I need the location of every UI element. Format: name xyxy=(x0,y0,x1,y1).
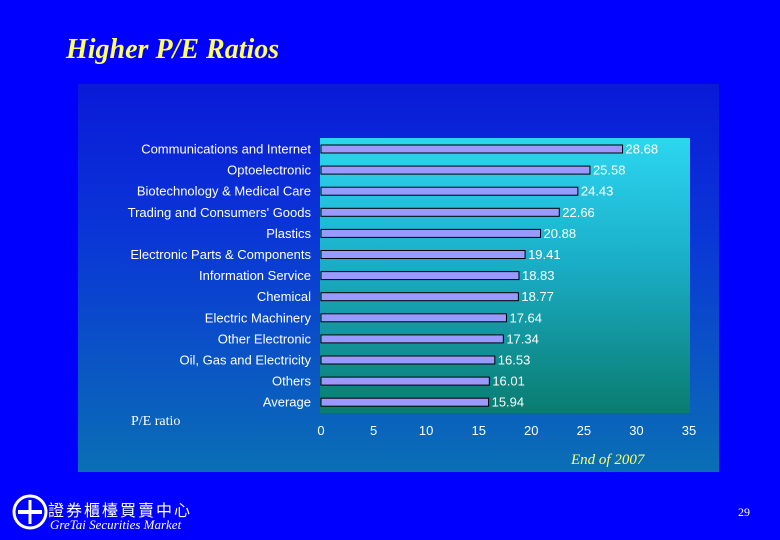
gretai-logo xyxy=(12,494,48,530)
category-label: Oil, Gas and Electricity xyxy=(180,353,312,368)
value-label: 20.88 xyxy=(544,226,577,241)
bar xyxy=(320,397,490,407)
bar xyxy=(320,165,591,175)
value-label: 18.77 xyxy=(521,289,554,304)
x-tick-label: 15 xyxy=(471,423,485,438)
bar xyxy=(320,292,519,302)
category-label: Other Electronic xyxy=(218,331,312,346)
bar xyxy=(320,355,496,365)
category-label: Electric Machinery xyxy=(205,310,312,325)
x-tick-label: 30 xyxy=(629,423,643,438)
logo-english-text: GreTai Securities Market xyxy=(50,517,182,532)
value-label: 24.43 xyxy=(581,184,614,199)
x-tick-label: 35 xyxy=(682,423,696,438)
category-label: Others xyxy=(272,374,312,389)
category-label: Electronic Parts & Components xyxy=(130,247,311,262)
value-label: 18.83 xyxy=(522,268,555,283)
value-label: 16.53 xyxy=(498,353,531,368)
category-label: Information Service xyxy=(199,268,311,283)
slide-title: Higher P/E Ratios xyxy=(66,34,280,65)
bar xyxy=(320,207,560,217)
category-label: Trading and Consumers' Goods xyxy=(128,205,312,220)
value-label: 28.68 xyxy=(626,142,659,157)
value-label: 25.58 xyxy=(593,163,626,178)
value-label: 17.34 xyxy=(506,331,539,346)
category-label: Chemical xyxy=(257,289,311,304)
x-tick-label: 10 xyxy=(419,423,433,438)
category-label: Optoelectronic xyxy=(227,163,311,178)
footnote: End of 2007 xyxy=(571,452,645,468)
x-tick-label: 5 xyxy=(370,423,377,438)
bar xyxy=(320,271,520,281)
x-tick-label: 20 xyxy=(524,423,538,438)
bar xyxy=(320,250,526,259)
bar xyxy=(320,376,490,386)
logo-chinese-text: 證券櫃檯買賣中心 xyxy=(48,501,193,520)
value-label: 22.66 xyxy=(562,205,595,220)
category-label: Communications and Internet xyxy=(141,142,311,157)
bar xyxy=(320,144,624,154)
value-label: 17.64 xyxy=(509,310,542,325)
x-tick-label: 0 xyxy=(317,423,324,438)
x-tick-label: 25 xyxy=(577,423,591,438)
bar xyxy=(320,228,542,238)
category-label: Biotechnology & Medical Care xyxy=(137,184,311,199)
value-label: 19.41 xyxy=(528,247,561,262)
value-label: 16.01 xyxy=(492,374,525,389)
bar xyxy=(320,334,504,344)
bar xyxy=(320,313,507,323)
value-label: 15.94 xyxy=(492,395,525,410)
category-label: Plastics xyxy=(266,226,311,241)
x-axis-label: P/E ratio xyxy=(131,414,181,429)
bar xyxy=(320,186,579,196)
page-number: 29 xyxy=(738,505,750,519)
category-label: Average xyxy=(263,395,311,410)
